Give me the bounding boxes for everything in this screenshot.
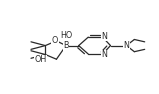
- Text: N: N: [101, 50, 107, 59]
- Text: N: N: [101, 32, 107, 41]
- Text: N: N: [124, 41, 129, 50]
- Text: OH: OH: [34, 55, 47, 64]
- Text: HO: HO: [60, 31, 72, 40]
- Text: O: O: [52, 36, 58, 45]
- Text: B: B: [63, 41, 69, 50]
